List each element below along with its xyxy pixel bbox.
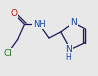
- Text: N: N: [70, 18, 77, 27]
- Text: NH: NH: [33, 20, 46, 29]
- Text: O: O: [10, 9, 17, 18]
- Text: Cl: Cl: [3, 49, 12, 58]
- Text: N: N: [65, 45, 72, 54]
- Text: H: H: [66, 53, 71, 61]
